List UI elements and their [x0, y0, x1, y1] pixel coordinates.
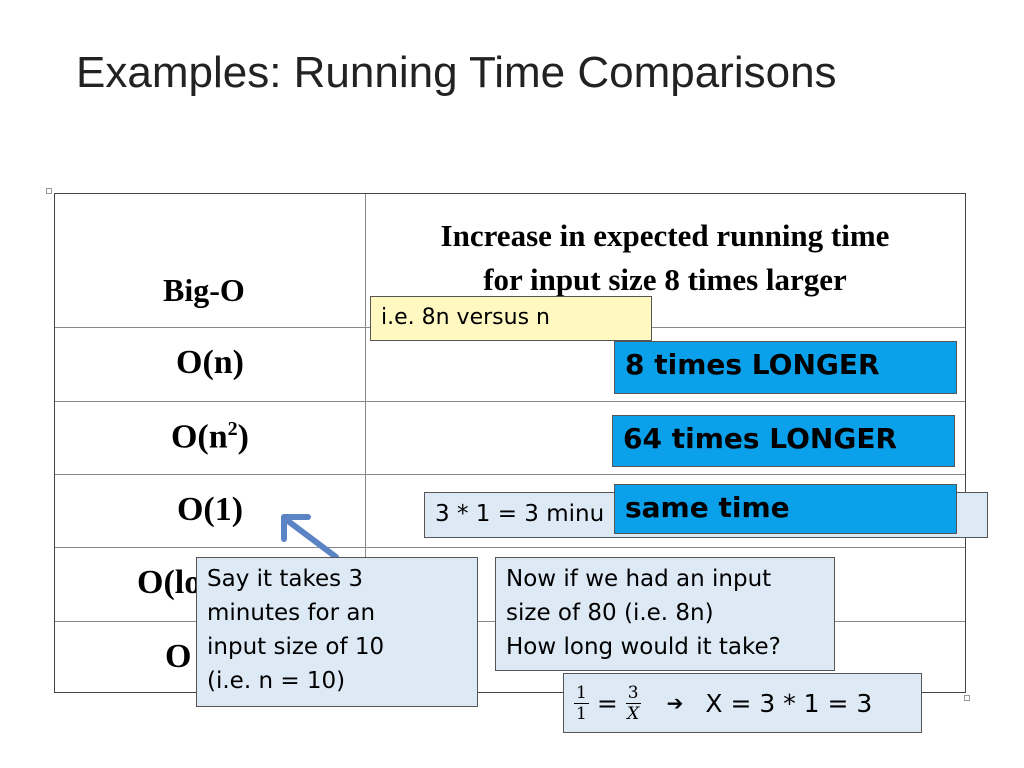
same-time-box: same time — [614, 484, 957, 534]
resize-handle-top-left[interactable] — [46, 188, 52, 194]
header-increase-line1: Increase in expected running time — [440, 218, 890, 253]
header-increase: Increase in expected running time for in… — [365, 214, 965, 302]
row-label-o-n: O(n) — [176, 344, 244, 381]
row-divider — [55, 401, 965, 402]
note-line: Now if we had an input — [506, 566, 772, 592]
row-label-o-1: O(1) — [176, 491, 244, 528]
say-it-takes-note: Say it takes 3 minutes for an input size… — [196, 557, 478, 707]
fraction-numerator: 1 — [574, 682, 589, 704]
fraction-three-over-x: 3 X — [625, 682, 641, 724]
row-divider — [55, 474, 965, 475]
arrow-icon: ➔ — [666, 691, 684, 715]
fraction-denominator: X — [627, 703, 640, 724]
sixtyfour-times-longer-box: 64 times LONGER — [612, 415, 955, 467]
equation-box: 1 1 = 3 X ➔ X = 3 * 1 = 3 — [563, 673, 922, 733]
row-label-base: O(n — [170, 418, 228, 456]
header-increase-line2: for input size 8 times larger — [483, 262, 847, 297]
row-label-exponent: 2 — [227, 418, 238, 440]
note-line: minutes for an — [207, 600, 376, 626]
row-label-tail: ) — [237, 418, 249, 456]
column-divider — [365, 194, 366, 692]
fraction-denominator: 1 — [576, 703, 587, 724]
resize-handle-bottom-right[interactable] — [964, 695, 970, 701]
row-label-o-log: O(lo — [137, 564, 202, 601]
pointer-arrow — [281, 514, 339, 560]
slide-title: Examples: Running Time Comparisons — [76, 48, 837, 97]
equals-sign: = — [596, 688, 618, 718]
row-label-o-n-squared: O(n2) — [55, 418, 365, 456]
equation-result: X = 3 * 1 = 3 — [705, 688, 873, 718]
row-label-o-last: O — [165, 638, 192, 675]
note-line: input size of 10 — [207, 634, 385, 660]
ie-8n-note: i.e. 8n versus n — [370, 296, 652, 341]
note-line: Say it takes 3 — [207, 566, 364, 592]
now-if-note: Now if we had an input size of 80 (i.e. … — [495, 557, 835, 671]
fraction-numerator: 3 — [625, 682, 641, 704]
row-divider — [55, 547, 965, 548]
note-line: size of 80 (i.e. 8n) — [506, 600, 714, 626]
note-line: (i.e. n = 10) — [207, 668, 346, 694]
header-bigo: Big-O — [163, 272, 245, 308]
fraction-one-over-one: 1 1 — [574, 683, 589, 724]
eight-times-longer-box: 8 times LONGER — [614, 341, 957, 394]
running-time-table: Big-O Increase in expected running time … — [54, 193, 966, 693]
note-line: How long would it take? — [506, 634, 781, 660]
